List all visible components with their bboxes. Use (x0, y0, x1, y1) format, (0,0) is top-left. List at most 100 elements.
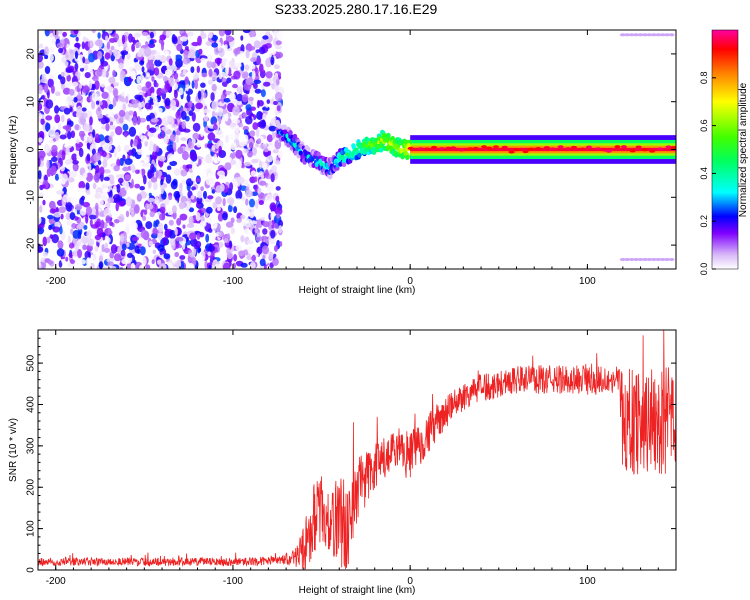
noise-blob (112, 87, 119, 97)
noise-blob (273, 64, 280, 70)
x-tick-label: 0 (407, 576, 413, 587)
noise-blob (255, 235, 262, 242)
noise-blob (191, 257, 197, 266)
noise-blob (103, 207, 112, 218)
noise-blob (240, 214, 246, 220)
y-tick-label: 20 (26, 48, 37, 60)
noise-blob (207, 132, 216, 141)
noise-blob (83, 148, 91, 154)
noise-blob (218, 72, 223, 80)
noise-blob (225, 221, 234, 228)
noise-blob (619, 257, 626, 261)
noise-blob (211, 34, 218, 42)
noise-blob (158, 155, 166, 162)
noise-blob (633, 33, 640, 37)
noise-blob (38, 226, 45, 235)
noise-blob (215, 185, 223, 194)
noise-blob (76, 139, 80, 144)
noise-blob (92, 75, 99, 82)
noise-blob (243, 148, 249, 154)
noise-blob (51, 234, 59, 244)
noise-blob (124, 158, 133, 166)
noise-blob (207, 195, 214, 200)
spectrogram-y-axis: -20 -10 0 10 20 (26, 48, 676, 252)
noise-blob (229, 182, 234, 192)
noise-blob (266, 134, 273, 143)
noise-blob (77, 187, 86, 193)
noise-blob (86, 190, 91, 195)
noise-blob (38, 84, 43, 95)
noise-blob (188, 207, 195, 213)
noise-blob (196, 196, 203, 205)
snr-y-axis: 0 100 200 300 400 500 (26, 329, 676, 573)
noise-blob (628, 33, 635, 37)
noise-blob (173, 72, 179, 80)
noise-blob (232, 151, 236, 159)
noise-blob (243, 162, 252, 167)
noise-blob (212, 201, 218, 209)
noise-blob (134, 183, 141, 189)
noise-blob (272, 257, 279, 266)
noise-blob (650, 257, 657, 261)
noise-blob (53, 211, 62, 218)
noise-blob (78, 147, 84, 158)
y-tick-label: 0 (26, 146, 37, 152)
noise-blob (163, 134, 169, 145)
noise-blob (38, 170, 42, 180)
noise-blob (154, 51, 161, 61)
noise-blob (54, 114, 61, 124)
noise-blob (154, 211, 158, 219)
noise-blob (270, 173, 275, 183)
noise-blob (38, 150, 46, 159)
noise-blob (257, 187, 262, 195)
noise-blob (255, 67, 259, 77)
noise-blob (137, 84, 142, 91)
noise-blob (275, 186, 281, 191)
noise-blob (205, 41, 212, 46)
noise-blob (82, 56, 86, 64)
signal-blob (522, 150, 529, 154)
signal-blob (492, 145, 499, 149)
noise-blob (159, 34, 166, 41)
noise-blob (114, 114, 119, 120)
noise-blob (141, 66, 145, 73)
noise-blob (109, 221, 114, 227)
noise-blob (275, 78, 280, 86)
noise-blob (134, 171, 141, 182)
noise-blob (255, 127, 260, 138)
noise-blob (167, 116, 175, 126)
noise-blob (71, 153, 78, 162)
noise-blob (120, 249, 126, 257)
noise-blob (254, 228, 259, 234)
noise-blob (146, 34, 151, 43)
noise-blob (190, 263, 195, 269)
noise-blob (257, 100, 264, 107)
noise-blob (111, 212, 120, 217)
noise-blob (182, 224, 186, 229)
signal-blob (665, 145, 672, 149)
noise-blob (249, 261, 256, 269)
noise-blob (61, 150, 66, 161)
noise-blob (83, 225, 88, 230)
noise-blob (659, 33, 666, 37)
noise-blob (49, 32, 54, 41)
noise-blob (38, 114, 46, 119)
noise-blob (97, 32, 101, 39)
noise-blob (98, 261, 104, 269)
noise-blob (235, 139, 240, 147)
noise-blob (200, 82, 206, 88)
noise-blob (162, 236, 167, 246)
noise-blob (71, 223, 77, 229)
noise-blob (139, 74, 145, 81)
noise-blob (38, 246, 44, 253)
noise-blob (146, 72, 150, 78)
noise-blob (208, 264, 212, 269)
noise-blob (182, 164, 187, 170)
noise-blob (152, 96, 158, 105)
noise-blob (208, 79, 214, 85)
noise-blob (641, 257, 648, 261)
noise-blob (58, 47, 64, 54)
noise-blob (60, 72, 65, 77)
noise-blob (145, 221, 153, 230)
noise-blob (98, 255, 104, 264)
